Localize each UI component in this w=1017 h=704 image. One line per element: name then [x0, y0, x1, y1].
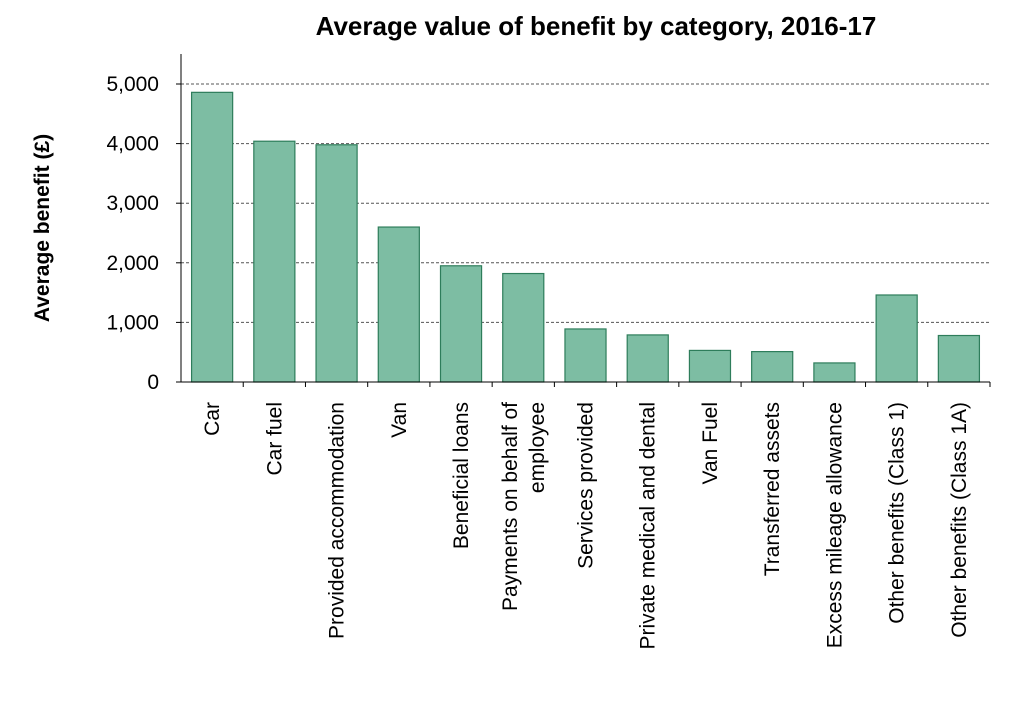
bar [626, 334, 669, 383]
x-tick-label-line: Excess mileage allowance [823, 402, 846, 648]
bar [688, 349, 732, 383]
x-tick-label: Transferred assets [761, 402, 784, 576]
x-tick-label-line: Beneficial loans [450, 402, 473, 549]
x-tick-label: Car [201, 402, 224, 436]
bar [439, 265, 483, 383]
x-tick-label-line: Services provided [575, 402, 598, 569]
x-tick-label-line: employee [526, 402, 549, 493]
x-tick-label-line: Car fuel [263, 402, 286, 476]
x-tick-label: Payments on behalf of employee [499, 402, 549, 611]
gridlines [181, 83, 990, 323]
y-tick-label: 2,000 [106, 252, 159, 275]
x-tick-label-line: Van [388, 402, 411, 438]
y-axis-label: Average benefit (£) [31, 134, 54, 322]
bar [751, 351, 794, 383]
x-tick-label: Other benefits (Class 1) [886, 402, 909, 624]
x-tick-label: Other benefits (Class 1A) [948, 402, 971, 638]
x-tick-label: Car fuel [263, 402, 286, 476]
y-tick-label: 0 [147, 371, 159, 394]
x-tick-label-line: Payments on behalf of [499, 402, 522, 611]
bar [875, 294, 918, 383]
x-tick-label: Services provided [575, 402, 598, 569]
x-tick-label: Provided accommodation [326, 402, 349, 639]
bar [315, 144, 358, 383]
bar [502, 272, 545, 383]
x-tick-label-line: Other benefits (Class 1A) [948, 402, 971, 638]
x-tick-label: Beneficial loans [450, 402, 473, 549]
y-tick-label: 3,000 [106, 192, 159, 215]
y-tick-label: 5,000 [106, 73, 159, 96]
x-tick-label: Excess mileage allowance [823, 402, 846, 648]
bar [377, 226, 420, 383]
bar [253, 140, 296, 383]
axes [176, 54, 991, 387]
x-tick-label: Van [388, 402, 411, 438]
x-tick-label-line: Car [201, 402, 224, 436]
x-tick-label-line: Van Fuel [699, 402, 722, 485]
bar [937, 334, 981, 383]
x-tick-label-line: Private medical and dental [637, 402, 660, 649]
bar [564, 328, 607, 383]
y-tick-labels: 0 1,000 2,000 3,000 4,000 5,000 [106, 73, 159, 394]
bar [813, 362, 856, 383]
x-tick-labels: Car Car fuel Provided accommodation Van Bene… [201, 402, 971, 650]
chart-title: Average value of benefit by category, 20… [316, 11, 877, 41]
x-tick-label-line: Other benefits (Class 1) [886, 402, 909, 624]
x-tick-label-line: Transferred assets [761, 402, 784, 576]
bars [190, 91, 981, 383]
y-tick-label: 4,000 [106, 133, 159, 156]
y-tick-label: 1,000 [106, 311, 159, 334]
x-tick-label-line: Provided accommodation [326, 402, 349, 639]
x-tick-label: Van Fuel [699, 402, 722, 485]
x-tick-label: Private medical and dental [637, 402, 660, 649]
bar [190, 91, 234, 383]
